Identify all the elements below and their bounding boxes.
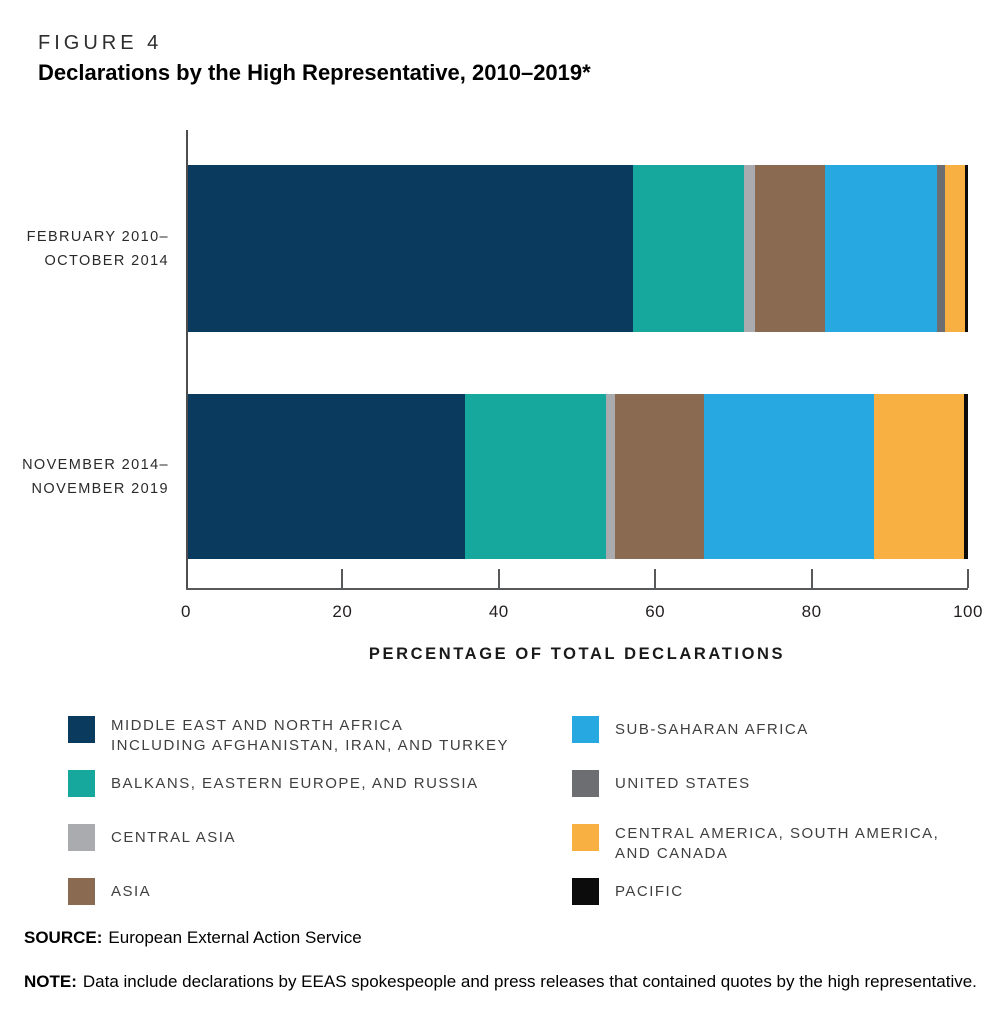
- legend-item-asia: ASIA: [68, 878, 509, 932]
- bar-segment-balkans-eastern-europe-and-russia: [632, 165, 745, 332]
- legend-item-united-states: UNITED STATES: [572, 770, 939, 824]
- x-tick-mark-40: [497, 569, 500, 588]
- legend-swatch-orange: [572, 824, 599, 851]
- legend-item-central-america-south-america-and-canada: CENTRAL AMERICA, SOUTH AMERICA, AND CANA…: [572, 824, 939, 878]
- x-tick-label-40: 40: [488, 602, 509, 621]
- bar-label-line2: OCTOBER 2014: [44, 252, 169, 269]
- bar-row-2010-2014: FEBRUARY 2010– OCTOBER 2014: [27, 165, 968, 332]
- legend-item-pacific: PACIFIC: [572, 878, 939, 932]
- legend-column-left: MIDDLE EAST AND NORTH AFRICA INCLUDING A…: [68, 716, 509, 932]
- legend-label-line: UNITED STATES: [615, 774, 751, 792]
- bar-segment-sub-saharan-africa: [704, 394, 875, 559]
- x-tick-label-20: 20: [332, 602, 353, 621]
- x-tick-label-80: 80: [801, 602, 822, 621]
- legend-swatch-teal: [68, 770, 95, 797]
- bar-segment-central-asia: [606, 394, 616, 559]
- note-line: NOTE: Data include declarations by EEAS s…: [24, 972, 977, 992]
- legend-swatch-brown: [68, 878, 95, 905]
- stacked-bar-chart: FEBRUARY 2010– OCTOBER 2014 NOVEMBER 201…: [22, 130, 982, 663]
- legend-label: BALKANS, EASTERN EUROPE, AND RUSSIA: [111, 770, 479, 797]
- x-tick-label-0: 0: [181, 602, 191, 621]
- legend-swatch-navy: [68, 716, 95, 743]
- bar-category-label: NOVEMBER 2014– NOVEMBER 2019: [0, 453, 169, 501]
- bar-segment-middle-east-and-north-africa: [188, 394, 465, 559]
- bar-segment-pacific: [964, 165, 968, 332]
- bar-segment-middle-east-and-north-africa: [188, 165, 633, 332]
- bar-segment-central-asia: [744, 165, 756, 332]
- x-axis-title: PERCENTAGE OF TOTAL DECLARATIONS: [368, 645, 786, 663]
- x-tick-mark-100: [967, 569, 969, 588]
- figure-number-label: FIGURE 4: [38, 32, 163, 54]
- y-axis-line: [186, 130, 188, 590]
- legend-label: PACIFIC: [615, 878, 684, 905]
- legend-item-sub-saharan-africa: SUB-SAHARAN AFRICA: [572, 716, 939, 770]
- legend-label: CENTRAL ASIA: [111, 824, 236, 851]
- legend-label-line: BALKANS, EASTERN EUROPE, AND RUSSIA: [111, 774, 479, 792]
- bar-category-label: FEBRUARY 2010– OCTOBER 2014: [0, 225, 169, 273]
- bar-segment-central-america-south-america-and-canada: [874, 394, 965, 559]
- legend-label-line: CENTRAL ASIA: [111, 828, 236, 846]
- legend-swatch-light-gray: [68, 824, 95, 851]
- bar-segment-pacific: [964, 394, 968, 559]
- note-prefix: NOTE:: [24, 972, 77, 991]
- x-tick-mark-80: [810, 569, 813, 588]
- chart-title: Declarations by the High Representative,…: [38, 60, 591, 85]
- legend-label-line: SUB-SAHARAN AFRICA: [615, 720, 809, 738]
- legend-label-line: AND CANADA: [615, 845, 729, 862]
- x-tick-label-100: 100: [953, 602, 983, 621]
- legend-label: SUB-SAHARAN AFRICA: [615, 716, 809, 743]
- bar-segment-central-america-south-america-and-canada: [944, 165, 965, 332]
- bar-segment-sub-saharan-africa: [825, 165, 937, 332]
- source-text: European External Action Service: [108, 928, 362, 947]
- bar-segment-united-states: [936, 165, 945, 332]
- legend-item-balkans-eastern-europe-and-russia: BALKANS, EASTERN EUROPE, AND RUSSIA: [68, 770, 509, 824]
- x-tick-label-60: 60: [645, 602, 666, 621]
- legend-label: UNITED STATES: [615, 770, 751, 797]
- legend-column-right: SUB-SAHARAN AFRICA UNITED STATES CENTRAL…: [572, 716, 939, 932]
- bar-segment-asia: [755, 165, 826, 332]
- legend-swatch-light-blue: [572, 716, 599, 743]
- bar-segment-balkans-eastern-europe-and-russia: [464, 394, 607, 559]
- legend-label-line: ASIA: [111, 882, 152, 900]
- bar-track-2010-2014: [188, 165, 968, 332]
- legend-swatch-black: [572, 878, 599, 905]
- bar-label-line2: NOVEMBER 2019: [31, 480, 169, 497]
- legend-label: CENTRAL AMERICA, SOUTH AMERICA, AND CANA…: [615, 824, 939, 864]
- bar-label-line1: FEBRUARY 2010–: [26, 228, 169, 245]
- bar-track-2014-2019: [188, 394, 968, 559]
- legend-label-line: PACIFIC: [615, 882, 684, 900]
- x-axis-line: [186, 588, 968, 590]
- legend-item-central-asia: CENTRAL ASIA: [68, 824, 509, 878]
- bar-row-2014-2019: NOVEMBER 2014– NOVEMBER 2019: [22, 394, 968, 559]
- legend-label: ASIA: [111, 878, 151, 905]
- source-line: SOURCE: European External Action Service: [24, 928, 362, 948]
- bar-label-line1: NOVEMBER 2014–: [22, 456, 169, 473]
- legend-item-middle-east-and-north-africa: MIDDLE EAST AND NORTH AFRICA INCLUDING A…: [68, 716, 509, 770]
- bar-segment-asia: [615, 394, 705, 559]
- legend-label-line: CENTRAL AMERICA, SOUTH AMERICA,: [615, 825, 940, 842]
- legend-label: MIDDLE EAST AND NORTH AFRICA INCLUDING A…: [111, 716, 509, 756]
- x-tick-mark-60: [654, 569, 657, 588]
- legend-label-line: MIDDLE EAST AND NORTH AFRICA: [111, 717, 404, 734]
- source-prefix: SOURCE:: [24, 928, 103, 947]
- note-text: Data include declarations by EEAS spokes…: [82, 972, 977, 991]
- legend-label-line: INCLUDING AFGHANISTAN, IRAN, AND TURKEY: [111, 737, 509, 754]
- legend-swatch-dark-gray: [572, 770, 599, 797]
- x-tick-labels: 0 20 40 60 80 100: [181, 602, 982, 626]
- x-tick-mark-20: [341, 569, 344, 588]
